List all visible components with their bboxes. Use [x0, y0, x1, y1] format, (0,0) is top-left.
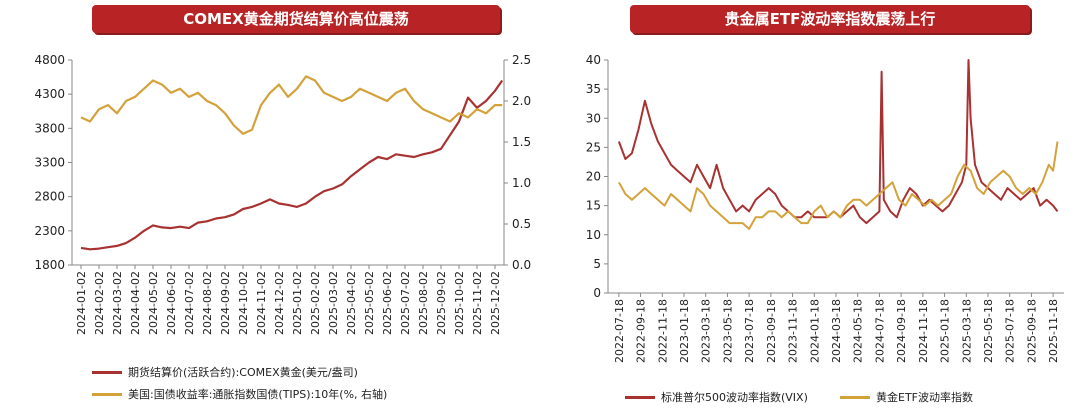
legend-item-gold-etf-vol: 黄金ETF波动率指数: [840, 389, 973, 405]
series-line-vix: [617, 59, 1059, 225]
x-tick-label: 2024-05-18: [852, 299, 865, 363]
series-line-gold-futures: [80, 79, 504, 251]
x-tick-label: 2022-07-18: [613, 299, 626, 363]
x-tick-label: 2025-02-02: [309, 271, 322, 335]
x-tick-label: 2025-07-02: [399, 271, 412, 335]
x-tick-label: 2025-01-18: [939, 299, 952, 363]
x-tick-label: 2022-11-18: [656, 299, 669, 363]
x-tick-label: 2024-07-18: [873, 299, 886, 363]
x-tick-label: 2024-12-02: [273, 271, 286, 335]
x-tick-label: 2025-09-02: [435, 271, 448, 335]
x-tick-label: 2024-09-18: [895, 299, 908, 363]
legend-swatch-red: [625, 395, 655, 399]
legend-item-tips: 美国:国债收益率:通胀指数国债(TIPS):10年(%, 右轴): [92, 386, 387, 402]
legend-item-vix: 标准普尔500波动率指数(VIX): [625, 389, 808, 405]
x-tick-label: 2025-12-02: [489, 271, 502, 335]
y-tick-label-left: 2800: [34, 190, 65, 204]
x-tick-label: 2024-11-18: [917, 299, 930, 363]
x-tick-label: 2025-06-02: [381, 271, 394, 335]
x-tick-label: 2023-07-18: [743, 299, 756, 363]
x-tick-label: 2024-11-02: [255, 271, 268, 335]
legend-label: 黄金ETF波动率指数: [876, 391, 973, 404]
series-line-tips: [80, 75, 503, 135]
y-tick-label: 10: [586, 228, 601, 242]
y-tick-label: 15: [586, 199, 601, 213]
x-tick-label: 2024-03-02: [111, 271, 124, 335]
x-tick-label: 2025-05-02: [363, 271, 376, 335]
y-tick-label-right: 2.0: [512, 94, 531, 108]
x-tick-label: 2024-10-02: [237, 271, 250, 335]
x-tick-label: 2023-05-18: [721, 299, 734, 363]
x-tick-label: 2024-09-02: [219, 271, 232, 335]
y-tick-label: 0: [593, 286, 601, 300]
series-line-gold-etf-vol: [618, 141, 1059, 230]
y-tick-label: 20: [586, 170, 601, 184]
x-tick-label: 2024-03-18: [830, 299, 843, 363]
legend-label: 标准普尔500波动率指数(VIX): [661, 391, 808, 404]
x-tick-label: 2024-07-02: [183, 271, 196, 335]
y-tick-label: 25: [586, 140, 601, 154]
legend-swatch-gold: [840, 395, 870, 399]
y-tick-label-right: 0.5: [512, 217, 531, 231]
x-tick-label: 2024-05-02: [147, 271, 160, 335]
x-tick-label: 2024-01-18: [808, 299, 821, 363]
y-tick-label-left: 2300: [34, 224, 65, 238]
y-tick-label: 40: [586, 53, 601, 67]
legend-swatch-red: [92, 370, 122, 374]
x-tick-label: 2024-02-02: [93, 271, 106, 335]
legend-label: 美国:国债收益率:通胀指数国债(TIPS):10年(%, 右轴): [128, 388, 388, 401]
y-tick-label: 5: [593, 257, 601, 271]
x-tick-label: 2025-09-18: [1025, 299, 1038, 363]
x-tick-label: 2025-05-18: [982, 299, 995, 363]
x-tick-label: 2022-09-18: [635, 299, 648, 363]
legend-item-gold-futures: 期货结算价(活跃合约):COMEX黄金(美元/盎司): [92, 364, 358, 380]
y-tick-label-right: 2.5: [512, 53, 531, 67]
x-tick-label: 2025-11-02: [471, 271, 484, 335]
x-tick-label: 2023-11-18: [787, 299, 800, 363]
x-tick-label: 2024-01-02: [75, 271, 88, 335]
y-tick-label-right: 1.5: [512, 135, 531, 149]
y-tick-label-left: 3300: [34, 156, 65, 170]
y-tick-label-left: 4800: [34, 53, 65, 67]
chart-title-left: COMEX黄金期货结算价高位震荡: [92, 5, 500, 33]
y-tick-label-left: 3800: [34, 121, 65, 135]
x-tick-label: 2025-10-02: [453, 271, 466, 335]
legend-swatch-gold: [92, 392, 122, 396]
x-tick-label: 2025-03-02: [327, 271, 340, 335]
chart-title-right: 贵金属ETF波动率指数震荡上行: [630, 5, 1030, 33]
y-tick-label-left: 1800: [34, 258, 65, 272]
x-tick-label: 2025-03-18: [960, 299, 973, 363]
y-tick-label: 30: [586, 111, 601, 125]
x-tick-label: 2024-06-02: [165, 271, 178, 335]
x-tick-label: 2025-08-02: [417, 271, 430, 335]
x-tick-label: 2025-11-18: [1047, 299, 1060, 363]
x-tick-label: 2024-04-02: [129, 271, 142, 335]
x-tick-label: 2024-08-02: [201, 271, 214, 335]
x-tick-label: 2025-01-02: [291, 271, 304, 335]
x-tick-label: 2023-03-18: [700, 299, 713, 363]
x-tick-label: 2023-01-18: [678, 299, 691, 363]
y-tick-label-left: 4300: [34, 87, 65, 101]
x-tick-label: 2025-04-02: [345, 271, 358, 335]
y-tick-label: 35: [586, 82, 601, 96]
y-tick-label-right: 0.0: [512, 258, 531, 272]
legend-label: 期货结算价(活跃合约):COMEX黄金(美元/盎司): [128, 366, 358, 379]
y-tick-label-right: 1.0: [512, 176, 531, 190]
x-tick-label: 2025-07-18: [1004, 299, 1017, 363]
x-tick-label: 2023-09-18: [765, 299, 778, 363]
